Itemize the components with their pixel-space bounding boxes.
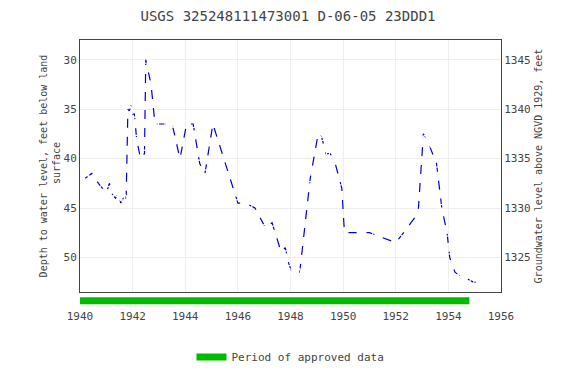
svg-text:1952: 1952 bbox=[383, 310, 410, 323]
svg-text:1950: 1950 bbox=[330, 310, 357, 323]
svg-text:1940: 1940 bbox=[67, 310, 94, 323]
svg-text:Groundwater level above NGVD 1: Groundwater level above NGVD 1929, feet bbox=[533, 49, 544, 284]
svg-text:1946: 1946 bbox=[225, 310, 252, 323]
svg-text:Depth to water level, feet bel: Depth to water level, feet below land su… bbox=[38, 55, 62, 278]
svg-text:45: 45 bbox=[64, 202, 77, 215]
svg-text:1330: 1330 bbox=[504, 202, 531, 215]
svg-text:1325: 1325 bbox=[504, 251, 531, 264]
svg-text:USGS 325248111473001 D-06-05 2: USGS 325248111473001 D-06-05 23DDD1 bbox=[140, 8, 435, 24]
svg-text:1335: 1335 bbox=[504, 152, 531, 165]
svg-text:35: 35 bbox=[64, 103, 77, 116]
svg-text:1340: 1340 bbox=[504, 103, 531, 116]
svg-text:40: 40 bbox=[64, 152, 77, 165]
svg-text:1944: 1944 bbox=[172, 310, 199, 323]
svg-text:1942: 1942 bbox=[119, 310, 146, 323]
svg-text:1956: 1956 bbox=[488, 310, 515, 323]
svg-text:30: 30 bbox=[64, 54, 77, 67]
svg-text:1954: 1954 bbox=[435, 310, 462, 323]
svg-text:1948: 1948 bbox=[277, 310, 304, 323]
svg-text:1345: 1345 bbox=[504, 54, 531, 67]
svg-text:Period of approved data: Period of approved data bbox=[232, 351, 384, 364]
svg-text:50: 50 bbox=[64, 251, 77, 264]
